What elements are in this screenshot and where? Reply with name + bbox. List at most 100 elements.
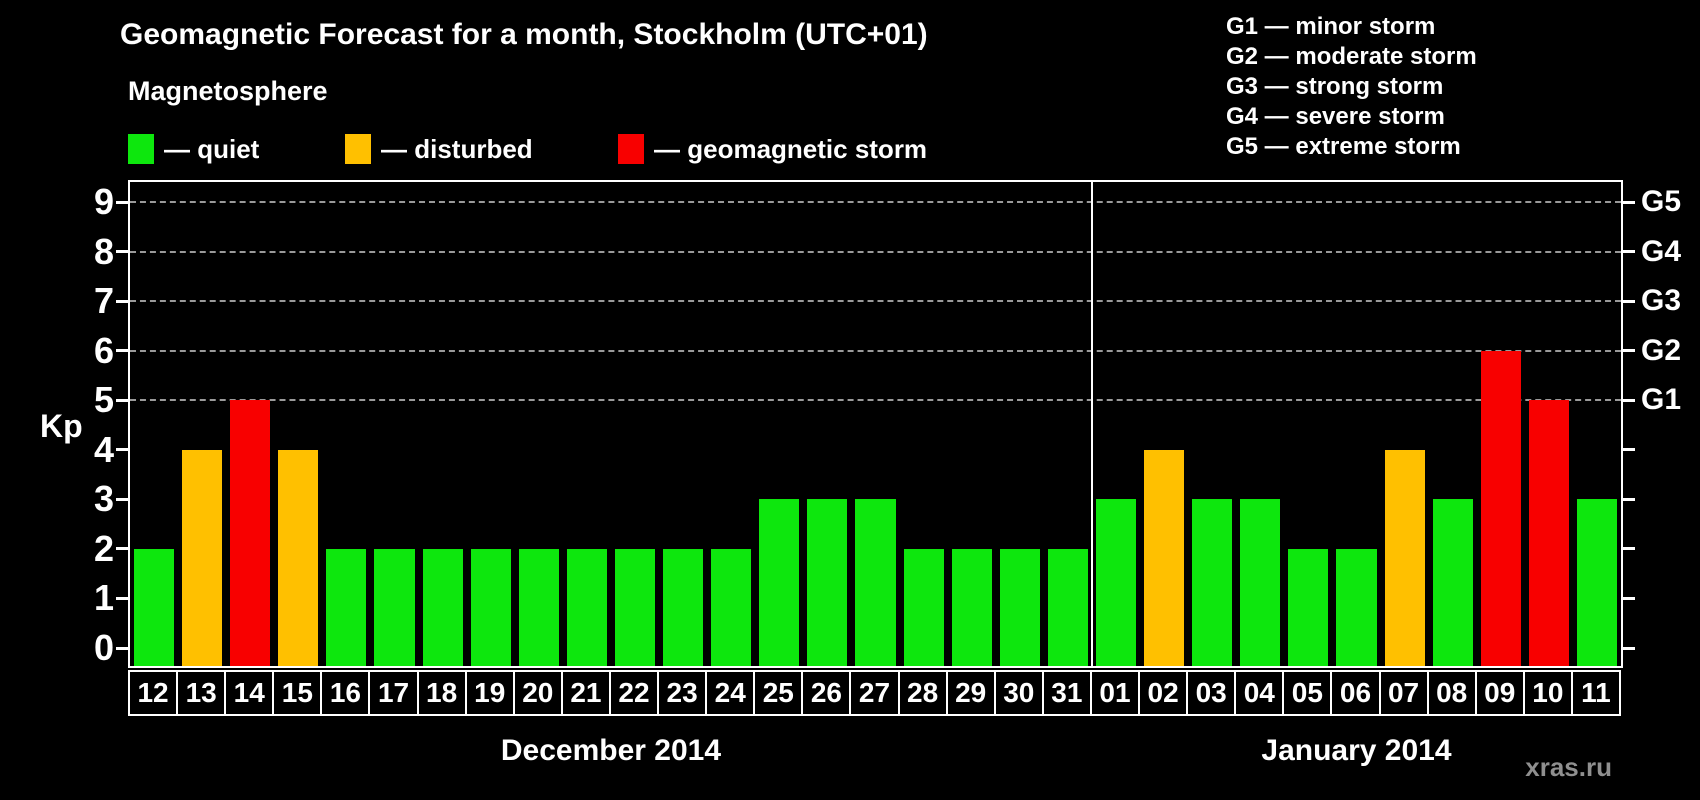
- day-label-27: 27: [849, 670, 900, 716]
- right-tick-4: [1623, 448, 1635, 452]
- y-tick-label-3: 3: [93, 478, 114, 520]
- right-tick-0: [1623, 646, 1635, 650]
- bar-day-14: [230, 400, 271, 666]
- y-tick-label-5: 5: [93, 379, 114, 421]
- bar-day-04: [1240, 499, 1281, 666]
- bar-day-10: [1528, 400, 1569, 666]
- g-level-label-g5: G5: [1641, 185, 1682, 218]
- g-scale-legend: G1 — minor storm G2 — moderate storm G3 …: [1226, 12, 1477, 162]
- bar-day-08: [1432, 499, 1473, 666]
- bar-day-27: [855, 499, 896, 666]
- day-label-21: 21: [560, 670, 611, 716]
- y-tick-2: [116, 547, 128, 551]
- day-label-28: 28: [897, 670, 948, 716]
- legend-item-storm: — geomagnetic storm: [618, 133, 927, 165]
- y-tick-label-2: 2: [93, 527, 114, 569]
- month-label-0: December 2014: [500, 734, 722, 767]
- gridline-kp9: [130, 201, 1621, 203]
- g-level-label-g2: G2: [1641, 333, 1682, 367]
- bar-day-20: [518, 548, 559, 666]
- y-tick-8: [116, 250, 128, 254]
- day-label-07: 07: [1378, 670, 1429, 716]
- y-tick-label-6: 6: [93, 329, 114, 371]
- y-tick-3: [116, 497, 128, 501]
- y-tick-0: [116, 646, 128, 650]
- day-label-12: 12: [128, 670, 179, 716]
- day-label-13: 13: [176, 670, 227, 716]
- day-label-14: 14: [224, 670, 275, 716]
- y-tick-label-1: 1: [93, 577, 114, 619]
- bar-day-12: [134, 548, 175, 666]
- disturbed-color-swatch: [345, 134, 371, 164]
- g4-legend-line: G4 — severe storm: [1226, 103, 1445, 130]
- g5-legend-line: G5 — extreme storm: [1226, 133, 1461, 160]
- y-tick-7: [116, 299, 128, 303]
- right-tick-8: [1623, 250, 1635, 254]
- day-label-30: 30: [993, 670, 1044, 716]
- y-tick-label-9: 9: [93, 181, 114, 222]
- legend-label-quiet: — quiet: [164, 133, 260, 164]
- gridline-kp5: [130, 399, 1621, 402]
- day-label-15: 15: [272, 670, 323, 716]
- bar-day-05: [1288, 548, 1329, 666]
- bar-day-29: [951, 548, 992, 666]
- day-label-19: 19: [464, 670, 515, 716]
- right-tick-3: [1623, 497, 1635, 501]
- bar-day-02: [1144, 449, 1185, 666]
- y-axis-title: Kp: [40, 408, 83, 444]
- gridline-kp6: [130, 349, 1621, 352]
- day-label-04: 04: [1234, 670, 1285, 716]
- g-level-label-g4: G4: [1641, 234, 1682, 268]
- plot-inner: [130, 182, 1621, 666]
- y-tick-label-7: 7: [93, 280, 114, 322]
- right-tick-6: [1623, 349, 1635, 353]
- bar-day-11: [1576, 499, 1617, 666]
- y-tick-5: [116, 398, 128, 402]
- quiet-color-swatch: [128, 134, 154, 164]
- day-label-20: 20: [512, 670, 563, 716]
- bar-day-01: [1095, 499, 1137, 666]
- g3-legend-line: G3 — strong storm: [1226, 73, 1444, 100]
- bar-day-13: [182, 449, 223, 666]
- day-label-22: 22: [608, 670, 660, 716]
- bar-day-23: [663, 548, 704, 666]
- day-label-11: 11: [1570, 670, 1621, 716]
- bar-day-15: [278, 449, 319, 666]
- g-level-label-g1: G1: [1641, 383, 1682, 417]
- day-label-09: 09: [1474, 670, 1525, 716]
- bar-day-26: [807, 499, 848, 666]
- y-tick-label-8: 8: [93, 230, 114, 272]
- g2-legend-line: G2 — moderate storm: [1226, 43, 1477, 70]
- bar-day-28: [903, 548, 944, 666]
- day-label-17: 17: [368, 670, 419, 716]
- bar-day-22: [614, 548, 656, 666]
- bar-day-06: [1336, 548, 1377, 666]
- right-tick-7: [1623, 299, 1635, 303]
- day-label-06: 06: [1330, 670, 1381, 716]
- right-tick-5: [1623, 398, 1635, 402]
- gridline-kp8: [130, 250, 1621, 253]
- day-label-31: 31: [1041, 670, 1092, 716]
- bar-day-30: [999, 548, 1040, 666]
- legend-label-storm: — geomagnetic storm: [654, 133, 928, 164]
- day-label-03: 03: [1186, 670, 1237, 716]
- day-label-08: 08: [1426, 670, 1477, 716]
- g-level-label-g3: G3: [1641, 284, 1682, 318]
- bar-day-03: [1192, 499, 1233, 666]
- day-label-26: 26: [801, 670, 852, 716]
- magnetosphere-legend-title: Magnetosphere: [128, 76, 328, 106]
- chart-title: Geomagnetic Forecast for a month, Stockh…: [120, 18, 928, 51]
- right-tick-1: [1623, 596, 1635, 600]
- bar-day-17: [374, 548, 415, 666]
- legend-item-disturbed: — disturbed: [345, 133, 533, 165]
- plot-area: [128, 180, 1623, 668]
- y-tick-1: [116, 596, 128, 600]
- y-tick-label-4: 4: [93, 428, 114, 470]
- day-label-02: 02: [1138, 670, 1189, 716]
- bar-day-09: [1480, 350, 1521, 666]
- legend-label-disturbed: — disturbed: [381, 133, 533, 164]
- bar-day-19: [470, 548, 511, 666]
- bar-day-31: [1047, 548, 1088, 666]
- y-tick-label-0: 0: [93, 627, 114, 668]
